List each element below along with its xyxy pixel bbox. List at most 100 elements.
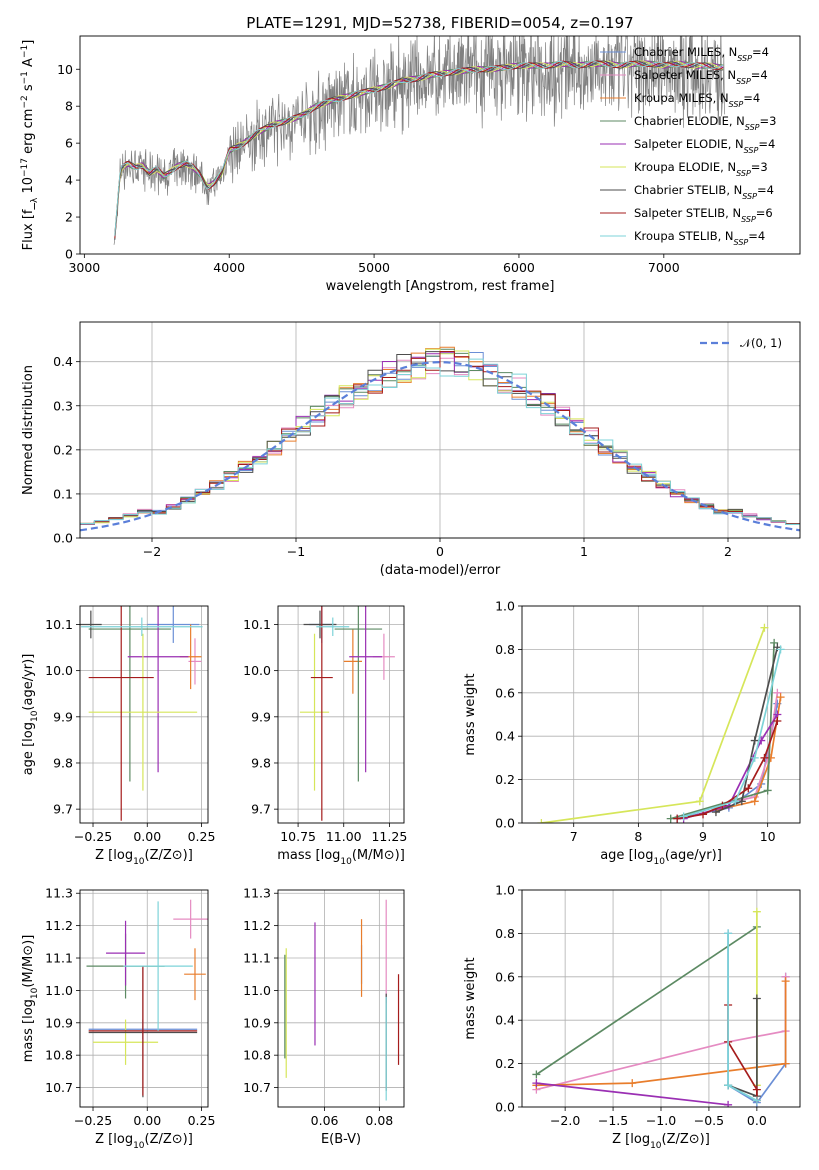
panel-spectrum: 3000 4000 5000 6000 7000 0 2 4 6 8 10 wavelength [A…	[20, 35, 801, 294]
x-tick-label: 0.08	[365, 1113, 393, 1128]
x-axis-label: Z [log10(Z/Z⊙)]	[95, 848, 193, 867]
weight-line-3	[536, 981, 787, 1087]
y-tick-label: 11.1	[45, 951, 73, 966]
x-tick-label: 0.06	[311, 1113, 339, 1128]
weight-marker	[752, 994, 761, 1003]
y-axis-label: Normed distribution	[21, 365, 36, 495]
errorbar-point-8	[310, 606, 333, 821]
weight-marker	[752, 907, 761, 916]
y-tick-label: 0.3	[53, 398, 73, 413]
y-tick-label: 10.1	[243, 617, 271, 632]
errorbar-point-6	[299, 633, 330, 791]
panel-mass_vs_ebv: 0.06 0.08 10.7 10.8 10.9 11.0 11.1 11.2 11.3 E(B-…	[243, 886, 405, 1147]
x-tick-label: 10	[760, 829, 776, 844]
x-tick-label: 9	[699, 829, 707, 844]
plot-area-residuals	[80, 346, 800, 538]
weight-marker	[763, 786, 772, 795]
x-tick-label: 2	[724, 544, 732, 559]
y-tick-label: 0.8	[495, 642, 515, 657]
residual-legend: 𝒩(0, 1)	[700, 336, 782, 350]
axes-frame	[277, 889, 405, 1108]
y-tick-label: 10.7	[45, 1080, 73, 1095]
y-tick-label: 11.3	[243, 886, 271, 901]
x-tick-label: −0.5	[694, 1113, 724, 1128]
x-tick-label: 1	[580, 544, 588, 559]
weight-marker	[773, 688, 782, 697]
y-axis-label: Flux [f_λ 10−17 erg cm−2 s−1 A−1]	[20, 40, 40, 251]
panel-age_vs_mass: 10.75 11.00 11.25 9.7 9.8 9.9 10.0 10.1 mass [lo…	[243, 605, 407, 867]
plot-area-age_vs_mass	[299, 606, 395, 821]
x-tick-label: 10.75	[280, 829, 316, 844]
x-tick-label: −1	[287, 544, 305, 559]
y-tick-label: 0.0	[53, 531, 73, 546]
x-tick-label: 0.25	[188, 829, 216, 844]
y-tick-label: 11.2	[243, 918, 271, 933]
errorbar-point-7	[80, 610, 102, 639]
weight-line-2	[735, 692, 779, 803]
panel-age_vs_Z: −0.25 0.00 0.25 9.7 9.8 9.9 10.0 10.1 Z [log10(Z…	[21, 605, 216, 867]
weight-marker	[760, 623, 769, 632]
weight-marker	[760, 753, 769, 762]
errorbar-point-8	[88, 966, 198, 1096]
legend-entry: Chabrier ELODIE, NSSP=3	[634, 114, 776, 132]
x-tick-label: 0.00	[133, 829, 161, 844]
errorbar-point-5	[349, 606, 383, 773]
y-tick-label: 0.4	[53, 354, 73, 369]
y-tick-label: 1.0	[495, 599, 515, 614]
axes-frame	[521, 605, 801, 824]
weight-marker	[776, 693, 785, 702]
weight-marker	[776, 645, 785, 654]
errorbar-point-8	[88, 606, 154, 821]
x-tick-label: 3000	[68, 260, 100, 275]
x-tick-label: 7	[570, 829, 578, 844]
weight-marker	[532, 1079, 541, 1088]
errorbar-point-2	[173, 899, 208, 939]
panel-residuals: −2 −1 0 1 2 0.0 0.1 0.2 0.3 0.4 (data-model)/error…	[21, 321, 801, 578]
y-tick-label: 11.2	[45, 918, 73, 933]
weight-marker	[773, 717, 782, 726]
weight-marker	[752, 1085, 761, 1094]
errorbar-point-5	[106, 920, 146, 986]
weight-marker	[781, 1059, 790, 1068]
x-tick-label: 8	[634, 829, 642, 844]
errorbar-point-6	[93, 1019, 159, 1065]
model-spectrum-7	[114, 60, 724, 240]
weight-line-5	[536, 1082, 729, 1106]
errorbar-point-6	[88, 633, 198, 791]
errorbar-point-5	[127, 606, 189, 773]
axes-frame	[79, 35, 801, 255]
y-tick-label: 0.0	[495, 816, 515, 831]
errorbar-point-9	[81, 617, 203, 637]
y-tick-label: 10.8	[243, 1048, 271, 1063]
weight-marker	[711, 808, 720, 817]
weight-marker	[724, 929, 733, 938]
x-tick-label: −1.5	[598, 1113, 628, 1128]
y-tick-label: 0.2	[53, 442, 73, 457]
errorbar-point-9	[123, 901, 193, 1031]
figure-title: PLATE=1291, MJD=52738, FIBERID=0054, z=0…	[246, 14, 633, 32]
y-axis-label: mass weight	[463, 957, 478, 1039]
legend-entry: Salpeter MILES, NSSP=4	[634, 68, 768, 86]
y-tick-label: 10	[57, 62, 73, 77]
axes-frame	[79, 889, 209, 1108]
x-tick-label: −0.25	[74, 829, 112, 844]
weight-marker	[673, 814, 682, 823]
weight-marker	[752, 1096, 761, 1105]
weight-marker	[750, 736, 759, 745]
y-tick-label: 2	[65, 210, 73, 225]
x-axis-label: E(B-V)	[321, 1132, 361, 1147]
weight-marker	[532, 1070, 541, 1079]
y-tick-label: 6	[65, 136, 73, 151]
x-tick-label: −0.25	[74, 1113, 112, 1128]
y-tick-label: 0.2	[495, 772, 515, 787]
y-axis-label: age [log10(age/yr)]	[21, 654, 40, 776]
axes-frame	[521, 889, 801, 1108]
plot-area-spectrum	[113, 36, 726, 245]
y-tick-label: 0.4	[495, 729, 515, 744]
x-tick-label: 0	[436, 544, 444, 559]
weight-marker	[628, 1079, 637, 1088]
y-tick-label: 0.2	[495, 1056, 515, 1071]
y-axis-label: mass weight	[463, 673, 478, 755]
y-tick-label: 11.3	[45, 886, 73, 901]
